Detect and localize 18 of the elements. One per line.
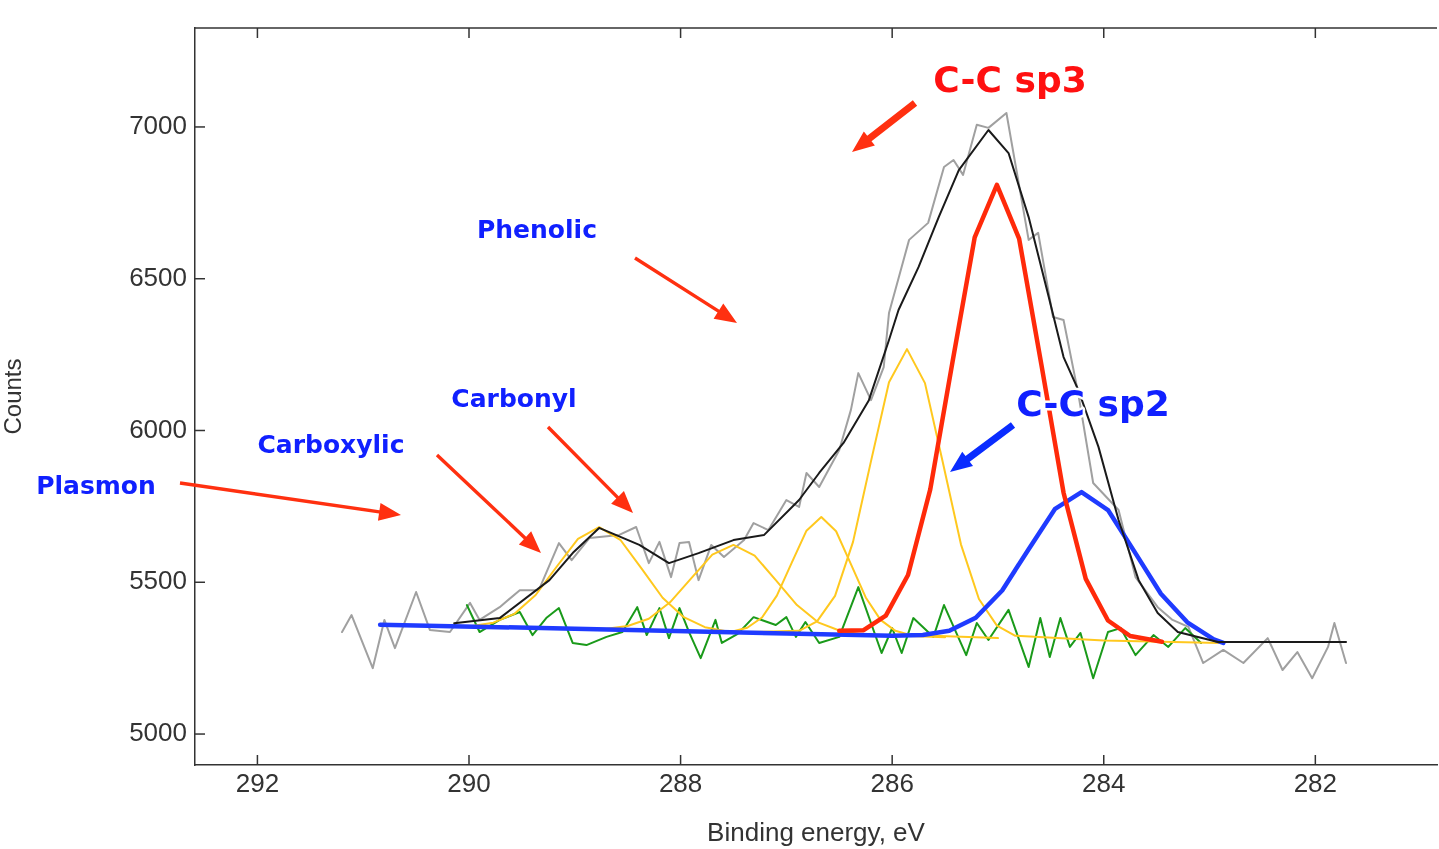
x-axis-title: Binding energy, eV xyxy=(707,816,926,847)
annotation: C-C sp3 xyxy=(933,59,1087,101)
y-tick-label: 6500 xyxy=(129,261,187,292)
annotation: Phenolic xyxy=(476,214,598,244)
x-tick-label: 286 xyxy=(870,767,914,798)
text: Plasmon xyxy=(36,470,156,500)
x-tick-label: 292 xyxy=(235,767,280,798)
x-tick-label: 290 xyxy=(447,767,491,798)
x-tick-label: 282 xyxy=(1293,767,1338,798)
annotation: Carbonyl xyxy=(451,383,577,413)
x-tick-label: 288 xyxy=(658,767,703,798)
y-tick-label: 5500 xyxy=(129,565,187,596)
annotation: Carboxylic xyxy=(257,429,405,459)
y-tick-label: 5000 xyxy=(129,717,187,748)
x-tick-label: 284 xyxy=(1082,767,1126,798)
y-axis-title: Counts xyxy=(0,358,27,435)
y-tick-label: 6000 xyxy=(129,413,187,444)
y-tick-label: 7000 xyxy=(129,110,187,141)
